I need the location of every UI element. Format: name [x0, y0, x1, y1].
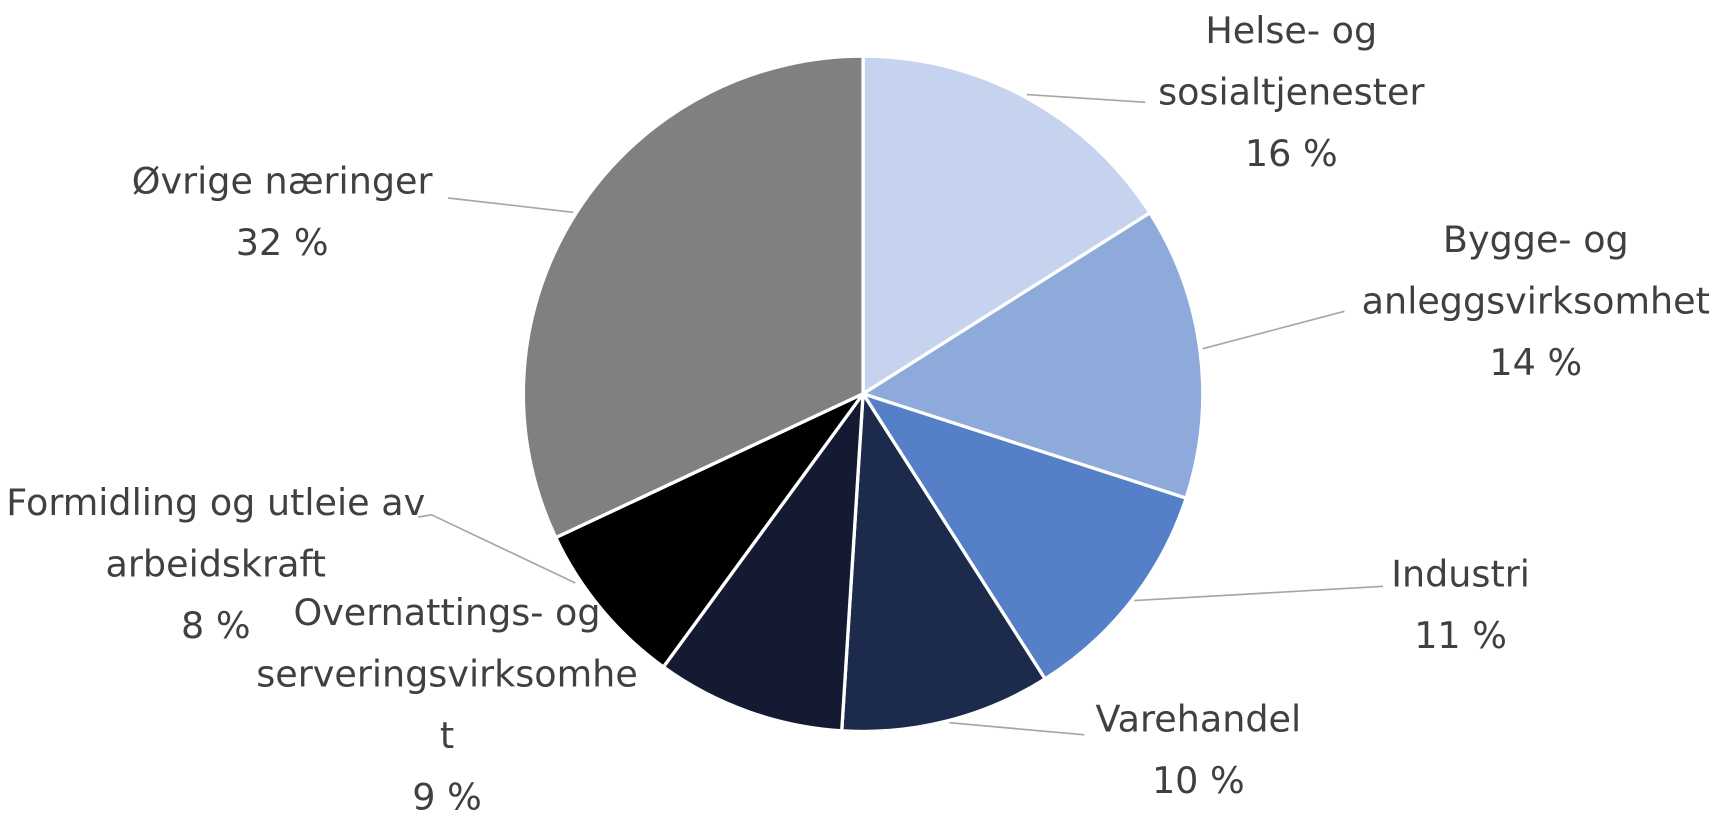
slices	[521, 54, 1205, 734]
data-label: Formidling og utleie av arbeidskraft 8 %	[6, 472, 426, 657]
data-label: Varehandel 10 %	[1054, 689, 1342, 812]
category-label: Helse- og sosialtjenester	[1158, 8, 1425, 114]
data-label: Overnattings- og serveringsvirksomhet 9 %	[251, 582, 644, 828]
slice	[861, 54, 1153, 397]
slice	[859, 390, 1189, 682]
slice	[521, 54, 865, 540]
category-label: Industri	[1391, 552, 1530, 596]
slice	[839, 388, 1048, 734]
data-label: Helse- og sosialtjenester 16 %	[1125, 0, 1457, 185]
category-label: Bygge- og anleggsvirksomhet	[1361, 217, 1710, 323]
data-label: Øvrige næringer 32 %	[105, 151, 459, 274]
leader-line	[1026, 93, 1146, 104]
leader-line	[949, 721, 1085, 736]
data-label: Bygge- og anleggsvirksomhet 14 %	[1326, 209, 1735, 394]
category-label: Øvrige næringer	[131, 159, 433, 203]
leader-line	[418, 513, 576, 584]
leader-line	[1202, 310, 1345, 350]
value-label: 11 %	[1414, 613, 1507, 657]
value-label: 32 %	[235, 221, 329, 264]
value-label: 16 %	[1244, 132, 1338, 175]
leader-line	[448, 197, 574, 214]
value-label: 14 %	[1489, 341, 1583, 384]
category-label: Overnattings- og serveringsvirksomhet	[256, 590, 638, 757]
data-label: Industri 11 %	[1328, 543, 1594, 666]
leader-line	[1134, 585, 1384, 602]
value-label: 9 %	[412, 775, 482, 819]
leader-lines	[418, 93, 1384, 736]
category-label: Formidling og utleie av arbeidskraft	[6, 480, 426, 586]
value-label: 10 %	[1151, 759, 1245, 802]
value-label: 8 %	[180, 603, 251, 647]
slice	[553, 392, 865, 670]
slice	[661, 388, 866, 733]
category-label: Varehandel	[1095, 697, 1302, 741]
slice	[859, 210, 1205, 501]
